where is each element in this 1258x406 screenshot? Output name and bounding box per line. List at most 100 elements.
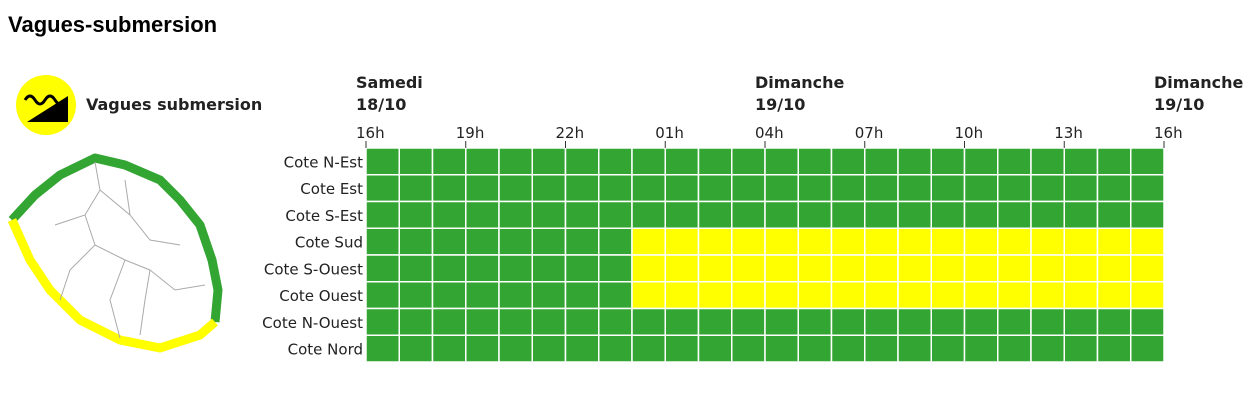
cell [764,307,799,336]
cell [1130,254,1165,283]
cell [398,254,434,283]
cell [864,281,899,310]
cell [598,281,633,310]
cell [830,307,866,336]
legend-label: Vagues submersion [86,95,262,114]
cell [1063,281,1099,310]
hour-label: 22h [556,124,585,142]
cell [465,254,500,283]
cell [1130,334,1165,363]
cell [398,281,434,310]
hour-label: 04h [755,124,784,142]
cell [997,254,1032,283]
cell [398,174,434,203]
day-date: 19/10 [1154,95,1204,114]
hour-label: 01h [655,124,684,142]
cell [531,254,567,283]
cell [731,254,766,283]
hour-label: 07h [855,124,884,142]
cell [365,227,400,256]
cell [897,200,932,229]
row-label: Cote Nord [288,341,363,359]
cell [365,334,400,363]
cell [764,174,799,203]
page-title: Vagues-submersion [8,12,218,37]
cell [365,307,400,336]
cell [731,147,766,176]
cell [1063,174,1099,203]
cell [365,281,400,310]
cell [930,227,966,256]
cell [797,281,833,310]
cell [1030,254,1065,283]
cell [963,334,999,363]
cell [864,334,899,363]
cell [1063,147,1099,176]
cell [598,227,633,256]
cell [731,307,766,336]
cell [897,334,932,363]
cell [997,174,1032,203]
cell [864,227,899,256]
cell [1130,147,1165,176]
cell [797,334,833,363]
cell [664,254,700,283]
cell [797,227,833,256]
cell [1096,334,1132,363]
cell [830,200,866,229]
cell [897,254,932,283]
cell [697,334,733,363]
hour-label: 19h [456,124,485,142]
cell [531,307,567,336]
cell [431,334,467,363]
cell [963,147,999,176]
cell [764,200,799,229]
cell [431,147,467,176]
cell [564,227,600,256]
cell [498,200,533,229]
day-date: 18/10 [356,95,406,114]
cell [897,281,932,310]
cell [398,200,434,229]
cell [631,334,666,363]
cell [365,174,400,203]
cell [365,147,400,176]
cell [963,200,999,229]
cell [431,307,467,336]
cell [797,307,833,336]
cell [864,174,899,203]
cell [465,174,500,203]
cell [664,307,700,336]
cell [797,174,833,203]
cell [531,200,567,229]
cell [1130,281,1165,310]
cell [664,227,700,256]
day-name: Samedi [356,73,423,92]
cell [564,147,600,176]
cell [564,174,600,203]
cell [897,174,932,203]
cell [797,147,833,176]
cell [1030,334,1065,363]
cell [697,307,733,336]
cell [930,307,966,336]
row-label: Cote S-Est [285,207,363,225]
cell [930,200,966,229]
cell [930,281,966,310]
cell [697,254,733,283]
cell [598,254,633,283]
cell [731,174,766,203]
cell [631,200,666,229]
cell [1030,200,1065,229]
cell [564,200,600,229]
cell [864,254,899,283]
cell [664,281,700,310]
hour-label: 16h [1154,124,1183,142]
cell [930,174,966,203]
cell [431,281,467,310]
cell [864,307,899,336]
cell [398,147,434,176]
cell [498,227,533,256]
